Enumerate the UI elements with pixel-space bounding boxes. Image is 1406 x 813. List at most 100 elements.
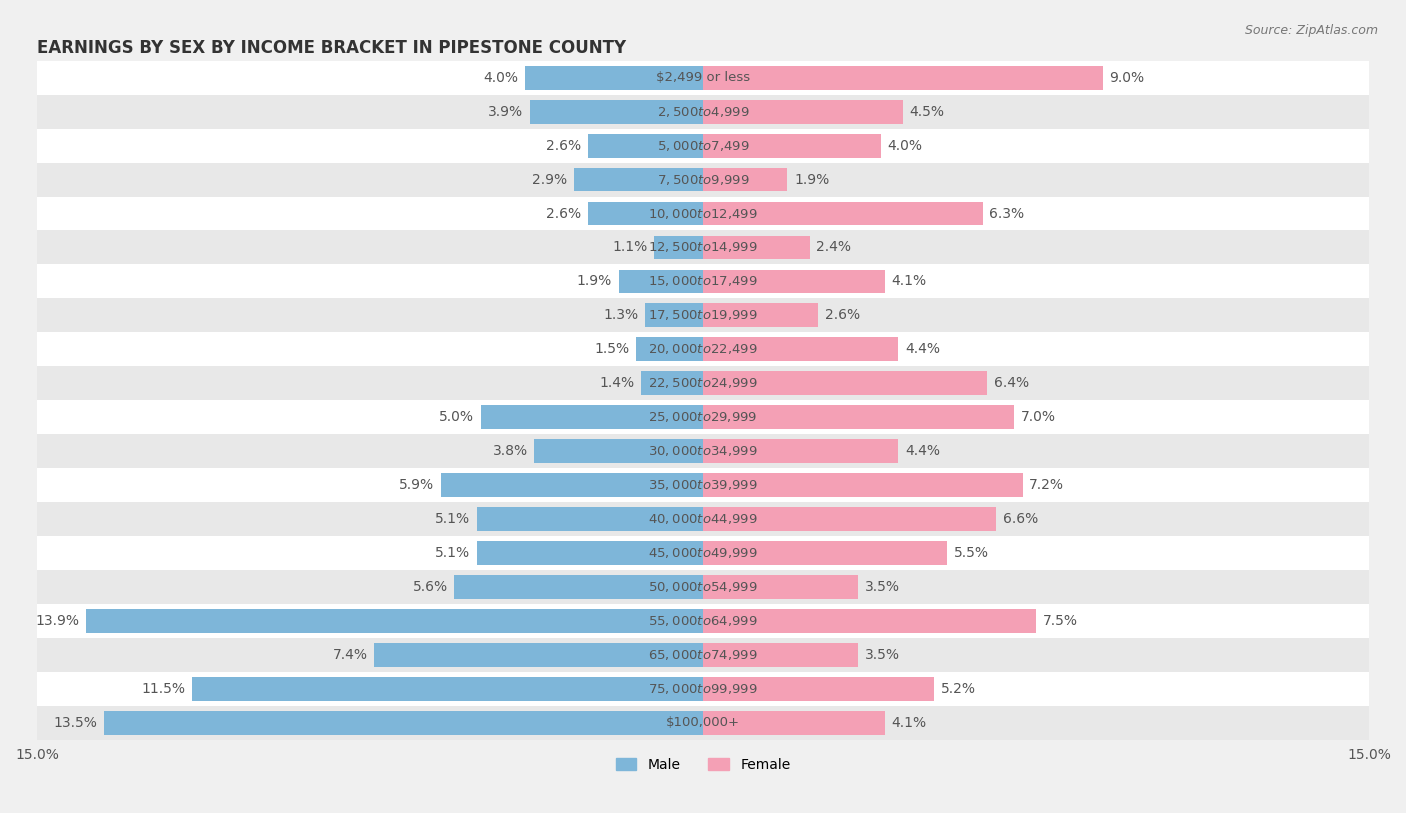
Bar [530, 100, 703, 124]
Text: 1.5%: 1.5% [595, 342, 630, 356]
Text: 5.1%: 5.1% [434, 546, 470, 560]
Bar [104, 711, 703, 734]
Text: 1.1%: 1.1% [612, 241, 648, 254]
Bar [37, 333, 1369, 366]
Bar [37, 637, 1369, 672]
Bar [703, 134, 880, 158]
Text: $10,000 to $12,499: $10,000 to $12,499 [648, 207, 758, 220]
Bar [641, 372, 703, 395]
Text: 5.0%: 5.0% [439, 411, 474, 424]
Text: 1.9%: 1.9% [794, 172, 830, 186]
Text: $75,000 to $99,999: $75,000 to $99,999 [648, 681, 758, 696]
Bar [37, 502, 1369, 536]
Bar [37, 536, 1369, 570]
Bar [703, 575, 859, 598]
Text: 4.4%: 4.4% [905, 342, 941, 356]
Bar [654, 236, 703, 259]
Text: $55,000 to $64,999: $55,000 to $64,999 [648, 614, 758, 628]
Bar [477, 541, 703, 565]
Bar [588, 134, 703, 158]
Bar [526, 66, 703, 89]
Text: 2.6%: 2.6% [825, 308, 860, 322]
Text: 6.4%: 6.4% [994, 376, 1029, 390]
Text: 13.9%: 13.9% [35, 614, 79, 628]
Bar [37, 570, 1369, 604]
Bar [374, 643, 703, 667]
Text: $65,000 to $74,999: $65,000 to $74,999 [648, 648, 758, 662]
Text: $2,500 to $4,999: $2,500 to $4,999 [657, 105, 749, 119]
Text: 4.0%: 4.0% [484, 71, 519, 85]
Bar [37, 434, 1369, 468]
Text: 4.0%: 4.0% [887, 139, 922, 153]
Text: 13.5%: 13.5% [53, 715, 97, 729]
Text: 4.1%: 4.1% [891, 715, 927, 729]
Bar [637, 337, 703, 361]
Text: $45,000 to $49,999: $45,000 to $49,999 [648, 546, 758, 560]
Text: 6.3%: 6.3% [990, 207, 1025, 220]
Bar [645, 303, 703, 327]
Text: $7,500 to $9,999: $7,500 to $9,999 [657, 172, 749, 186]
Bar [703, 202, 983, 225]
Text: $20,000 to $22,499: $20,000 to $22,499 [648, 342, 758, 356]
Text: 3.5%: 3.5% [865, 580, 900, 593]
Bar [703, 406, 1014, 429]
Text: 4.4%: 4.4% [905, 444, 941, 458]
Bar [703, 236, 810, 259]
Text: 7.4%: 7.4% [333, 648, 368, 662]
Text: 5.1%: 5.1% [434, 512, 470, 526]
Bar [703, 676, 934, 701]
Bar [37, 298, 1369, 333]
Text: 1.4%: 1.4% [599, 376, 634, 390]
Bar [37, 366, 1369, 400]
Text: $12,500 to $14,999: $12,500 to $14,999 [648, 241, 758, 254]
Bar [37, 61, 1369, 95]
Bar [703, 372, 987, 395]
Bar [703, 439, 898, 463]
Text: $35,000 to $39,999: $35,000 to $39,999 [648, 478, 758, 492]
Bar [703, 167, 787, 191]
Bar [703, 270, 884, 293]
Bar [37, 95, 1369, 128]
Text: 5.2%: 5.2% [941, 681, 976, 696]
Bar [37, 231, 1369, 264]
Bar [703, 609, 1036, 633]
Text: 3.8%: 3.8% [492, 444, 527, 458]
Text: 5.9%: 5.9% [399, 478, 434, 492]
Text: 11.5%: 11.5% [142, 681, 186, 696]
Text: Source: ZipAtlas.com: Source: ZipAtlas.com [1244, 24, 1378, 37]
Text: $5,000 to $7,499: $5,000 to $7,499 [657, 139, 749, 153]
Bar [703, 303, 818, 327]
Text: $15,000 to $17,499: $15,000 to $17,499 [648, 275, 758, 289]
Text: 7.0%: 7.0% [1021, 411, 1056, 424]
Bar [619, 270, 703, 293]
Text: 9.0%: 9.0% [1109, 71, 1144, 85]
Bar [37, 163, 1369, 197]
Bar [37, 706, 1369, 740]
Bar [37, 672, 1369, 706]
Text: $50,000 to $54,999: $50,000 to $54,999 [648, 580, 758, 593]
Bar [37, 468, 1369, 502]
Text: $30,000 to $34,999: $30,000 to $34,999 [648, 444, 758, 458]
Bar [441, 473, 703, 497]
Text: 7.5%: 7.5% [1043, 614, 1077, 628]
Text: 2.6%: 2.6% [546, 139, 581, 153]
Text: $100,000+: $100,000+ [666, 716, 740, 729]
Text: $25,000 to $29,999: $25,000 to $29,999 [648, 411, 758, 424]
Bar [703, 100, 903, 124]
Text: 1.9%: 1.9% [576, 275, 612, 289]
Bar [534, 439, 703, 463]
Text: 5.6%: 5.6% [412, 580, 447, 593]
Text: 2.4%: 2.4% [817, 241, 851, 254]
Text: EARNINGS BY SEX BY INCOME BRACKET IN PIPESTONE COUNTY: EARNINGS BY SEX BY INCOME BRACKET IN PIP… [37, 39, 626, 58]
Text: $2,499 or less: $2,499 or less [657, 72, 749, 85]
Bar [481, 406, 703, 429]
Text: 5.5%: 5.5% [953, 546, 988, 560]
Text: $17,500 to $19,999: $17,500 to $19,999 [648, 308, 758, 322]
Text: 7.2%: 7.2% [1029, 478, 1064, 492]
Bar [703, 66, 1102, 89]
Bar [703, 541, 948, 565]
Bar [193, 676, 703, 701]
Bar [703, 337, 898, 361]
Bar [37, 400, 1369, 434]
Bar [37, 604, 1369, 637]
